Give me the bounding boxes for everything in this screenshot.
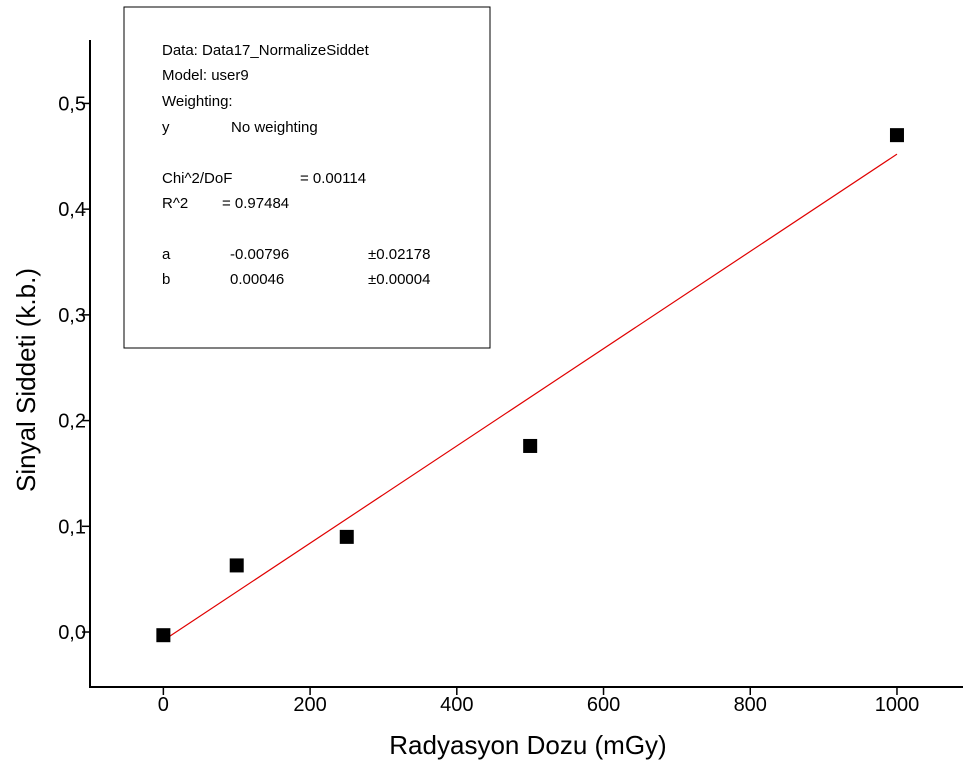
- y-tick-label: 0,4: [58, 199, 86, 221]
- info-chi-value: = 0.00114: [300, 170, 366, 187]
- y-axis-title: Sinyal Siddeti (k.b.): [11, 268, 41, 492]
- info-param-b-error: ±0.00004: [368, 271, 430, 288]
- y-tick-label: 0,5: [58, 93, 86, 115]
- data-point: [339, 529, 354, 544]
- info-weight-value: No weighting: [231, 119, 318, 136]
- info-weight-key: y: [162, 119, 170, 136]
- data-point: [889, 128, 904, 143]
- info-weighting-line: Weighting:: [162, 93, 233, 110]
- info-model-line: Model: user9: [162, 67, 249, 84]
- y-tick-label: 0,3: [58, 305, 86, 327]
- x-tick-label: 0: [158, 694, 169, 716]
- y-tick-label: 0,1: [58, 516, 86, 538]
- info-param-a-name: a: [162, 246, 171, 263]
- x-tick-label: 600: [587, 694, 620, 716]
- info-r2-value: = 0.97484: [222, 195, 289, 212]
- x-tick-label: 200: [293, 694, 326, 716]
- data-markers: [156, 128, 904, 643]
- y-tick-label: 0,0: [58, 622, 86, 644]
- info-r2-label: R^2: [162, 195, 188, 212]
- data-point: [229, 558, 244, 573]
- info-param-b-name: b: [162, 271, 170, 288]
- info-box-frame: [123, 6, 491, 349]
- info-data-line: Data: Data17_NormalizeSiddet: [162, 42, 370, 59]
- x-ticks: 0 200 400 600 800 1000: [158, 687, 919, 716]
- y-tick-label: 0,2: [58, 411, 86, 433]
- info-param-a-error: ±0.02178: [368, 246, 430, 263]
- info-param-b-value: 0.00046: [230, 271, 284, 288]
- x-tick-label: 400: [440, 694, 473, 716]
- fit-line: [163, 153, 898, 641]
- fit-info-box: Data: Data17_NormalizeSiddet Model: user…: [123, 6, 491, 349]
- data-point: [523, 438, 538, 453]
- info-chi-label: Chi^2/DoF: [162, 170, 232, 187]
- x-tick-label: 800: [734, 694, 767, 716]
- data-point: [156, 628, 171, 643]
- info-param-a-value: -0.00796: [230, 246, 289, 263]
- y-ticks: 0,0 0,1 0,2 0,3 0,4 0,5: [58, 93, 90, 644]
- x-tick-label: 1000: [875, 694, 920, 716]
- x-axis-title: Radyasyon Dozu (mGy): [389, 730, 666, 760]
